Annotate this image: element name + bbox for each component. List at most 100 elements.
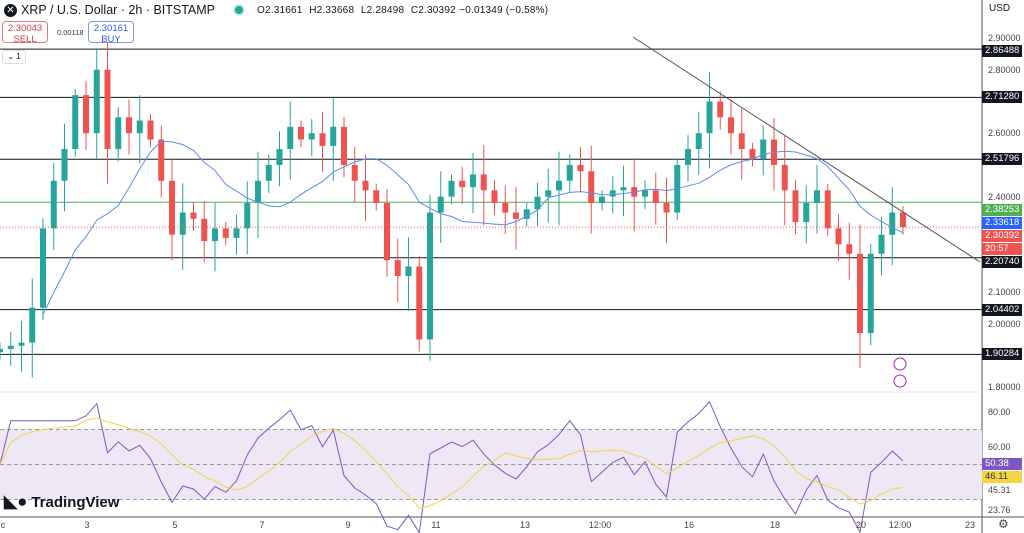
level-label: 2.04402	[982, 303, 1022, 316]
candle-body	[824, 190, 831, 229]
candle-body	[717, 101, 724, 118]
brand-name: TradingView	[31, 493, 120, 511]
candle-body	[330, 126, 337, 146]
candle-body	[534, 196, 541, 210]
time-tick: 11	[431, 520, 441, 530]
market-open-icon	[235, 6, 244, 14]
settings-gear-icon[interactable]: ⚙	[998, 517, 1009, 531]
currency-selector[interactable]: USD	[989, 3, 1011, 14]
ohlc-high: H2.33668	[309, 4, 355, 16]
candle-body	[599, 196, 605, 203]
price-tick: 2.80000	[988, 64, 1021, 75]
candle-body	[0, 348, 3, 353]
buy-label: BUY	[101, 34, 121, 45]
level-label: 2.38253	[982, 203, 1022, 216]
candle-body	[179, 212, 186, 235]
rsi-line	[0, 400, 904, 533]
price-tick: 2.00000	[988, 318, 1021, 329]
candle-body	[749, 149, 756, 159]
ohlc-open: O2.31661	[257, 4, 303, 16]
sell-price: 2.30043	[7, 23, 43, 34]
buy-price: 2.30161	[93, 23, 129, 34]
candle-body	[298, 126, 304, 140]
candle-body	[7, 345, 14, 349]
candle-body	[642, 190, 648, 197]
rsi-ma-line	[0, 417, 904, 509]
candle-body	[319, 133, 326, 146]
tv-logo-icon: ◣●	[4, 492, 28, 511]
time-tick: 20	[855, 520, 867, 530]
candle-body	[470, 174, 476, 188]
ma-value-label: 2.33618	[982, 216, 1022, 229]
sell-button[interactable]: 2.30043 SELL	[2, 21, 48, 45]
rsi-value-label: 50.38	[982, 457, 1022, 470]
candle-body	[545, 190, 552, 197]
level-label: 2.86488	[982, 45, 1022, 57]
collapse-indicators-button[interactable]: ⌄ 1	[2, 50, 26, 64]
trendline	[632, 36, 981, 263]
candle-body	[222, 228, 229, 238]
time-tick: 12:00	[588, 520, 612, 530]
price-tick: 2.40000	[988, 191, 1021, 202]
bar-countdown: 20:57	[982, 242, 1022, 255]
candle-body	[857, 253, 863, 334]
candle-body	[427, 212, 433, 340]
candle-body	[351, 164, 358, 181]
candle-body	[523, 209, 530, 219]
candle-body	[126, 117, 132, 134]
candle-body	[362, 180, 369, 191]
add-alert-icon	[893, 357, 907, 371]
candle-body	[287, 126, 294, 150]
candle-body	[158, 139, 165, 181]
time-tick: 5	[172, 520, 178, 530]
candle-body	[437, 196, 444, 213]
candle-body	[405, 266, 412, 276]
spread: 0.00118	[57, 28, 84, 37]
candle-body	[900, 212, 906, 228]
level-label: 2.20740	[982, 255, 1022, 268]
candle-body	[685, 149, 691, 165]
candle-body	[652, 190, 659, 203]
rsi-tick: 45.31	[988, 484, 1011, 495]
candle-body	[72, 95, 79, 150]
candle-body	[212, 228, 218, 242]
rsi-tick: 23.76	[988, 505, 1011, 516]
candle-body	[83, 95, 89, 134]
candle-body	[878, 234, 885, 254]
candle-body	[513, 212, 519, 219]
candle-body	[61, 149, 68, 181]
candle-body	[867, 253, 874, 334]
candle-body	[308, 133, 315, 140]
moving-average-line	[42, 140, 904, 315]
candle-body	[416, 266, 423, 340]
lightning-icon	[893, 374, 907, 388]
candle-body	[244, 202, 251, 229]
last-price-label: 2.30392	[982, 229, 1022, 242]
symbol-title[interactable]: XRP / U.S. Dollar · 2h · BITSTAMP	[21, 3, 216, 17]
candle-body	[276, 149, 283, 165]
candle-body	[792, 190, 799, 223]
candle-body	[233, 228, 240, 238]
candle-body	[491, 190, 498, 203]
candle-body	[846, 244, 853, 254]
candle-body	[459, 180, 466, 188]
candle-body	[695, 133, 702, 150]
candle-body	[50, 180, 57, 229]
sell-label: SELL	[13, 34, 37, 45]
candle-body	[265, 164, 272, 181]
time-tick: 12:00	[888, 520, 912, 530]
level-label: 2.51796	[982, 153, 1022, 166]
buy-button[interactable]: 2.30161 BUY	[88, 21, 134, 45]
candle-body	[93, 69, 100, 134]
candle-body	[29, 307, 36, 343]
time-tick: 9	[345, 520, 351, 530]
candle-body	[115, 117, 122, 150]
candle-body	[255, 180, 261, 203]
candle-body	[18, 342, 25, 346]
time-tick: c	[0, 520, 6, 530]
price-tick: 2.10000	[988, 286, 1021, 297]
candle-body	[781, 164, 788, 191]
candle-body	[40, 228, 46, 308]
time-tick: 23	[964, 520, 976, 530]
